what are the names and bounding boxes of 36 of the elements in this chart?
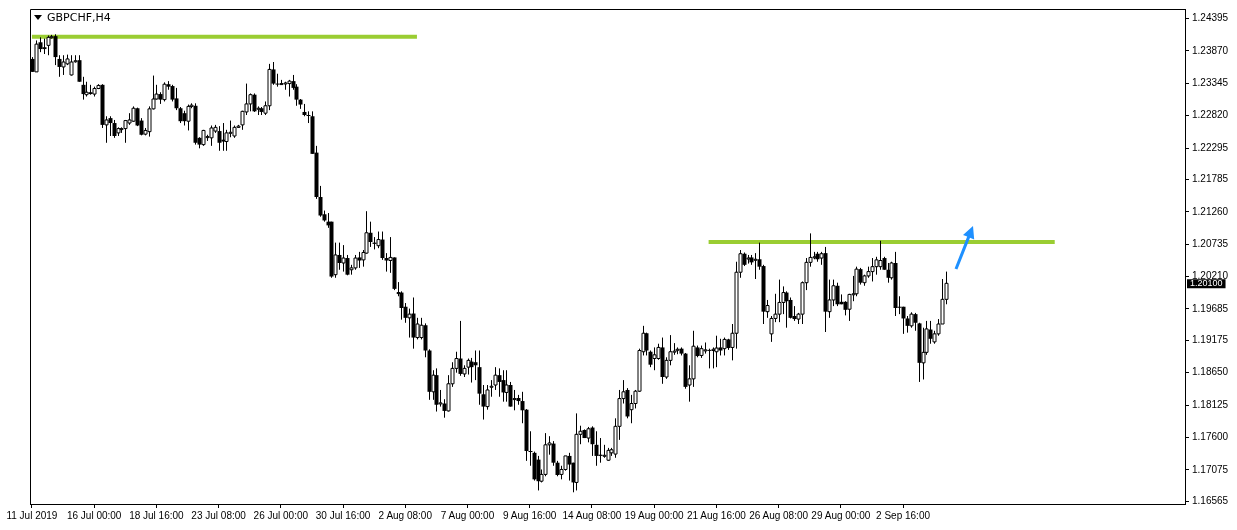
y-tick-label: 1.23870 bbox=[1192, 44, 1229, 56]
y-tick-label: 1.19175 bbox=[1192, 334, 1229, 346]
x-tick-label: 7 Aug 00:00 bbox=[440, 509, 495, 521]
y-tick-label: 1.20735 bbox=[1192, 237, 1229, 249]
x-tick-label: 21 Aug 16:00 bbox=[686, 509, 747, 521]
x-tick-label: 23 Jul 08:00 bbox=[191, 509, 247, 521]
candlestick bbox=[306, 110, 311, 124]
y-tick-label: 1.18125 bbox=[1192, 398, 1229, 410]
x-tick-label: 29 Aug 00:00 bbox=[811, 509, 871, 521]
y-tick-label: 1.16565 bbox=[1192, 494, 1229, 506]
candlestick bbox=[594, 430, 599, 467]
y-tick-label: 1.21260 bbox=[1192, 205, 1229, 217]
y-tick-label: 1.22295 bbox=[1192, 141, 1229, 153]
x-tick-label: 26 Jul 00:00 bbox=[253, 509, 309, 521]
candlestick bbox=[497, 367, 502, 398]
y-tick-label: 1.17075 bbox=[1192, 463, 1229, 475]
y-tick-label: 1.19685 bbox=[1192, 302, 1229, 314]
y-tick-label: 1.18650 bbox=[1192, 366, 1229, 378]
x-tick-label: 2 Sep 16:00 bbox=[876, 509, 931, 521]
x-tick-label: 11 Jul 2019 bbox=[6, 509, 58, 521]
y-tick-label: 1.23345 bbox=[1192, 77, 1229, 89]
x-tick-label: 16 Jul 00:00 bbox=[66, 509, 122, 521]
x-tick-label: 9 Aug 16:00 bbox=[503, 509, 557, 521]
candlestick bbox=[625, 387, 630, 419]
chart-title: GBPCHF,H4 bbox=[47, 11, 111, 24]
y-tick-label: 1.24395 bbox=[1192, 12, 1229, 24]
x-tick-label: 14 Aug 08:00 bbox=[562, 509, 622, 521]
x-tick-label: 2 Aug 08:00 bbox=[378, 509, 433, 521]
candlestick bbox=[508, 381, 513, 408]
y-tick-label: 1.17600 bbox=[1192, 431, 1229, 443]
x-tick-label: 30 Jul 16:00 bbox=[315, 509, 371, 521]
x-tick-label: 19 Aug 00:00 bbox=[624, 509, 685, 521]
y-tick-label: 1.21785 bbox=[1192, 173, 1229, 185]
x-tick-label: 26 Aug 08:00 bbox=[749, 509, 809, 521]
x-tick-label: 18 Jul 16:00 bbox=[129, 509, 185, 521]
y-tick-label: 1.22820 bbox=[1192, 109, 1229, 121]
